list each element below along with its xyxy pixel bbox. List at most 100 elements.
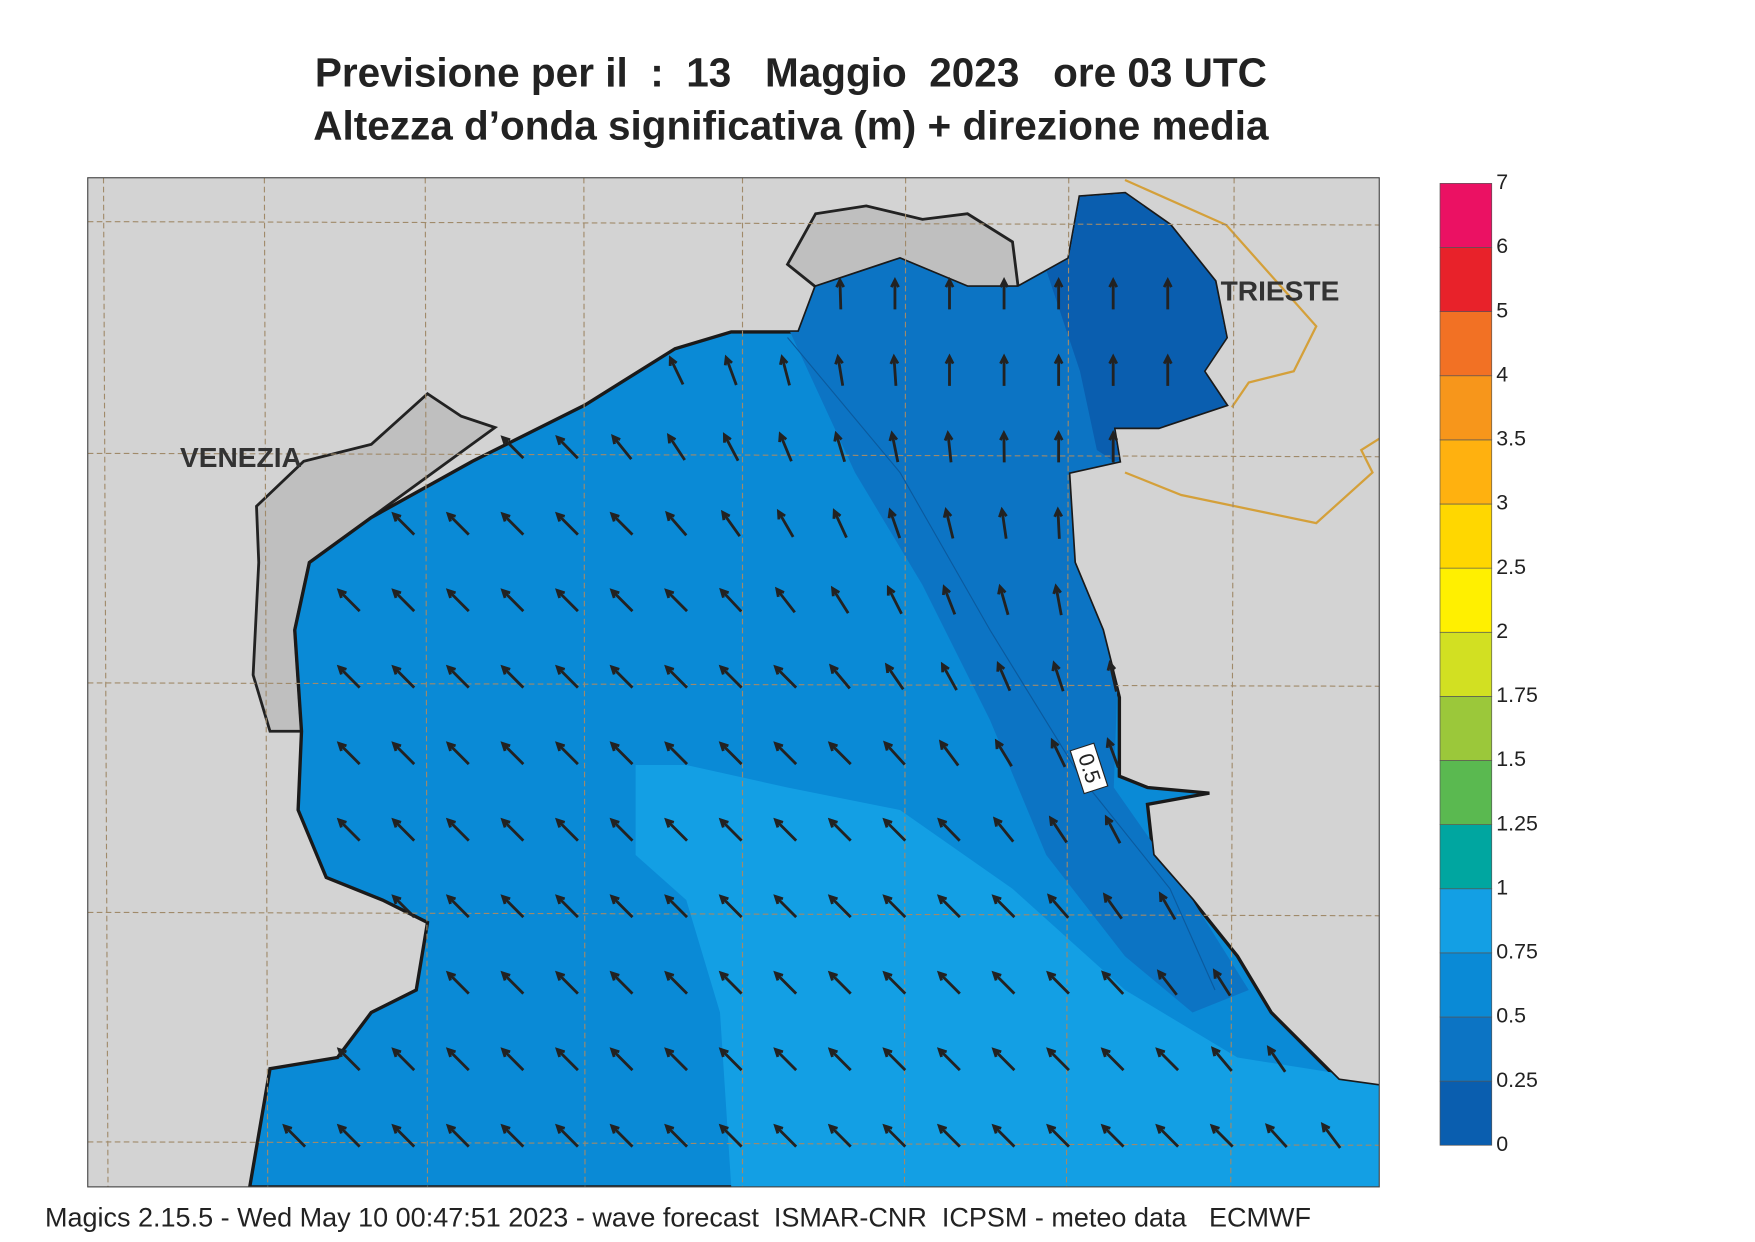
wave-arrow bbox=[1050, 737, 1067, 768]
wave-arrow bbox=[445, 894, 470, 919]
wave-arrow bbox=[1156, 969, 1178, 996]
wave-arrow bbox=[1046, 970, 1070, 995]
wave-arrow bbox=[889, 353, 900, 386]
wave-arrow bbox=[1053, 277, 1064, 310]
wave-arrow bbox=[336, 817, 361, 842]
wave-arrow bbox=[773, 664, 798, 689]
wave-arrow bbox=[609, 1123, 634, 1148]
wave-arrow bbox=[773, 741, 798, 766]
title: Previsione per il : 13 Maggio 2023 ore 0… bbox=[315, 50, 1267, 96]
wave-arrow bbox=[664, 894, 689, 919]
wave-arrow bbox=[888, 430, 900, 463]
wave-arrow bbox=[937, 817, 961, 842]
wave-arrow bbox=[722, 432, 740, 462]
graticule-line bbox=[102, 177, 109, 1187]
wave-arrow bbox=[827, 970, 852, 995]
map-frame bbox=[87, 177, 1380, 1188]
colorbar-tick-label: 2.5 bbox=[1496, 555, 1526, 579]
wave-arrow bbox=[832, 508, 848, 539]
contour-line bbox=[787, 337, 1216, 991]
colorbar-tick-label: 7 bbox=[1496, 170, 1508, 194]
wave-arrow bbox=[779, 354, 791, 386]
colorbar-swatch bbox=[1439, 824, 1493, 890]
wave-arrow bbox=[827, 894, 852, 919]
wave-arrow bbox=[555, 1047, 579, 1072]
wave-arrow bbox=[1106, 659, 1118, 692]
graticule-line bbox=[903, 177, 907, 1187]
wave-arrow bbox=[890, 277, 900, 310]
wave-arrow bbox=[1053, 430, 1064, 463]
wave-arrow bbox=[500, 588, 525, 613]
wave-arrow bbox=[555, 894, 579, 919]
wave-arrow bbox=[718, 1047, 743, 1072]
colorbar-tick-label: 4 bbox=[1496, 362, 1508, 386]
wave-arrow bbox=[609, 511, 634, 536]
colorbar-tick-label: 0.75 bbox=[1496, 940, 1538, 964]
wave-arrow bbox=[664, 1047, 689, 1072]
wave-arrow bbox=[718, 1123, 743, 1148]
wave-arrow bbox=[773, 1123, 798, 1148]
graticule-line bbox=[87, 1141, 1380, 1146]
wave-arrow bbox=[936, 1047, 961, 1072]
wave-arrow bbox=[723, 354, 738, 386]
colorbar-tick-label: 5 bbox=[1496, 298, 1508, 322]
wave-arrow bbox=[609, 741, 634, 766]
wave-arrow bbox=[999, 277, 1009, 310]
wave-arrow bbox=[1108, 430, 1119, 463]
wave-arrow bbox=[1046, 893, 1070, 919]
graticule-line bbox=[583, 177, 586, 1187]
wave-arrow bbox=[1046, 1123, 1070, 1148]
colorbar-swatch bbox=[1439, 311, 1493, 377]
wave-arrow bbox=[830, 585, 850, 614]
wave-arrow bbox=[609, 664, 634, 689]
wave-arrow bbox=[500, 741, 525, 766]
wave-arrow bbox=[664, 970, 689, 995]
wave-arrow bbox=[1210, 1046, 1233, 1072]
subtitle: Altezza d’onda significativa (m) + direz… bbox=[313, 103, 1269, 149]
wave-arrow bbox=[882, 894, 907, 919]
wave-arrow bbox=[500, 1123, 525, 1148]
wave-arrow bbox=[336, 1123, 361, 1148]
wave-arrow bbox=[884, 662, 905, 691]
wave-arrow bbox=[991, 894, 1016, 919]
wave-arrow bbox=[665, 510, 688, 537]
wave-arrow bbox=[834, 353, 845, 386]
colorbar-swatch bbox=[1439, 375, 1493, 441]
wave-arrow bbox=[445, 588, 470, 613]
border bbox=[1124, 178, 1380, 525]
wave-arrow bbox=[828, 663, 851, 690]
wave-arrow bbox=[555, 817, 579, 842]
wave-arrow bbox=[719, 587, 743, 613]
wave-arrow bbox=[555, 1123, 579, 1148]
wave-arrow bbox=[827, 741, 852, 766]
wave-arrow bbox=[1101, 970, 1125, 995]
wave-arrow bbox=[882, 1123, 907, 1148]
colorbar-tick-label: 1.25 bbox=[1496, 811, 1538, 835]
wave-arrow bbox=[776, 508, 795, 538]
wave-arrow bbox=[938, 739, 960, 767]
wave-arrow bbox=[1264, 1123, 1288, 1149]
wave-arrow bbox=[1162, 353, 1173, 386]
wave-arrow bbox=[773, 1047, 798, 1072]
wave-arrow bbox=[555, 511, 579, 536]
wave-arrow bbox=[1155, 1047, 1180, 1072]
wave-arrow bbox=[940, 661, 958, 691]
wave-arrow bbox=[391, 1047, 416, 1072]
footer: Magics 2.15.5 - Wed May 10 00:47:51 2023… bbox=[45, 1202, 1311, 1232]
wave-arrow bbox=[609, 817, 634, 842]
wave-arrow bbox=[827, 817, 852, 842]
wave-arrow bbox=[886, 584, 903, 615]
wave-arrow bbox=[666, 432, 686, 461]
wave-arrow bbox=[445, 741, 470, 766]
wave-arrow bbox=[1102, 892, 1123, 920]
wave-arrow bbox=[1100, 1123, 1125, 1148]
wave-arrow bbox=[391, 588, 416, 613]
colorbar-swatch bbox=[1439, 247, 1493, 312]
wave-arrow bbox=[994, 738, 1013, 767]
wave-arrow bbox=[773, 817, 798, 842]
wave-arrow bbox=[500, 435, 525, 460]
wave-arrow bbox=[336, 1047, 361, 1072]
wave-arrow bbox=[445, 1123, 470, 1148]
wave-arrow bbox=[936, 1123, 961, 1148]
